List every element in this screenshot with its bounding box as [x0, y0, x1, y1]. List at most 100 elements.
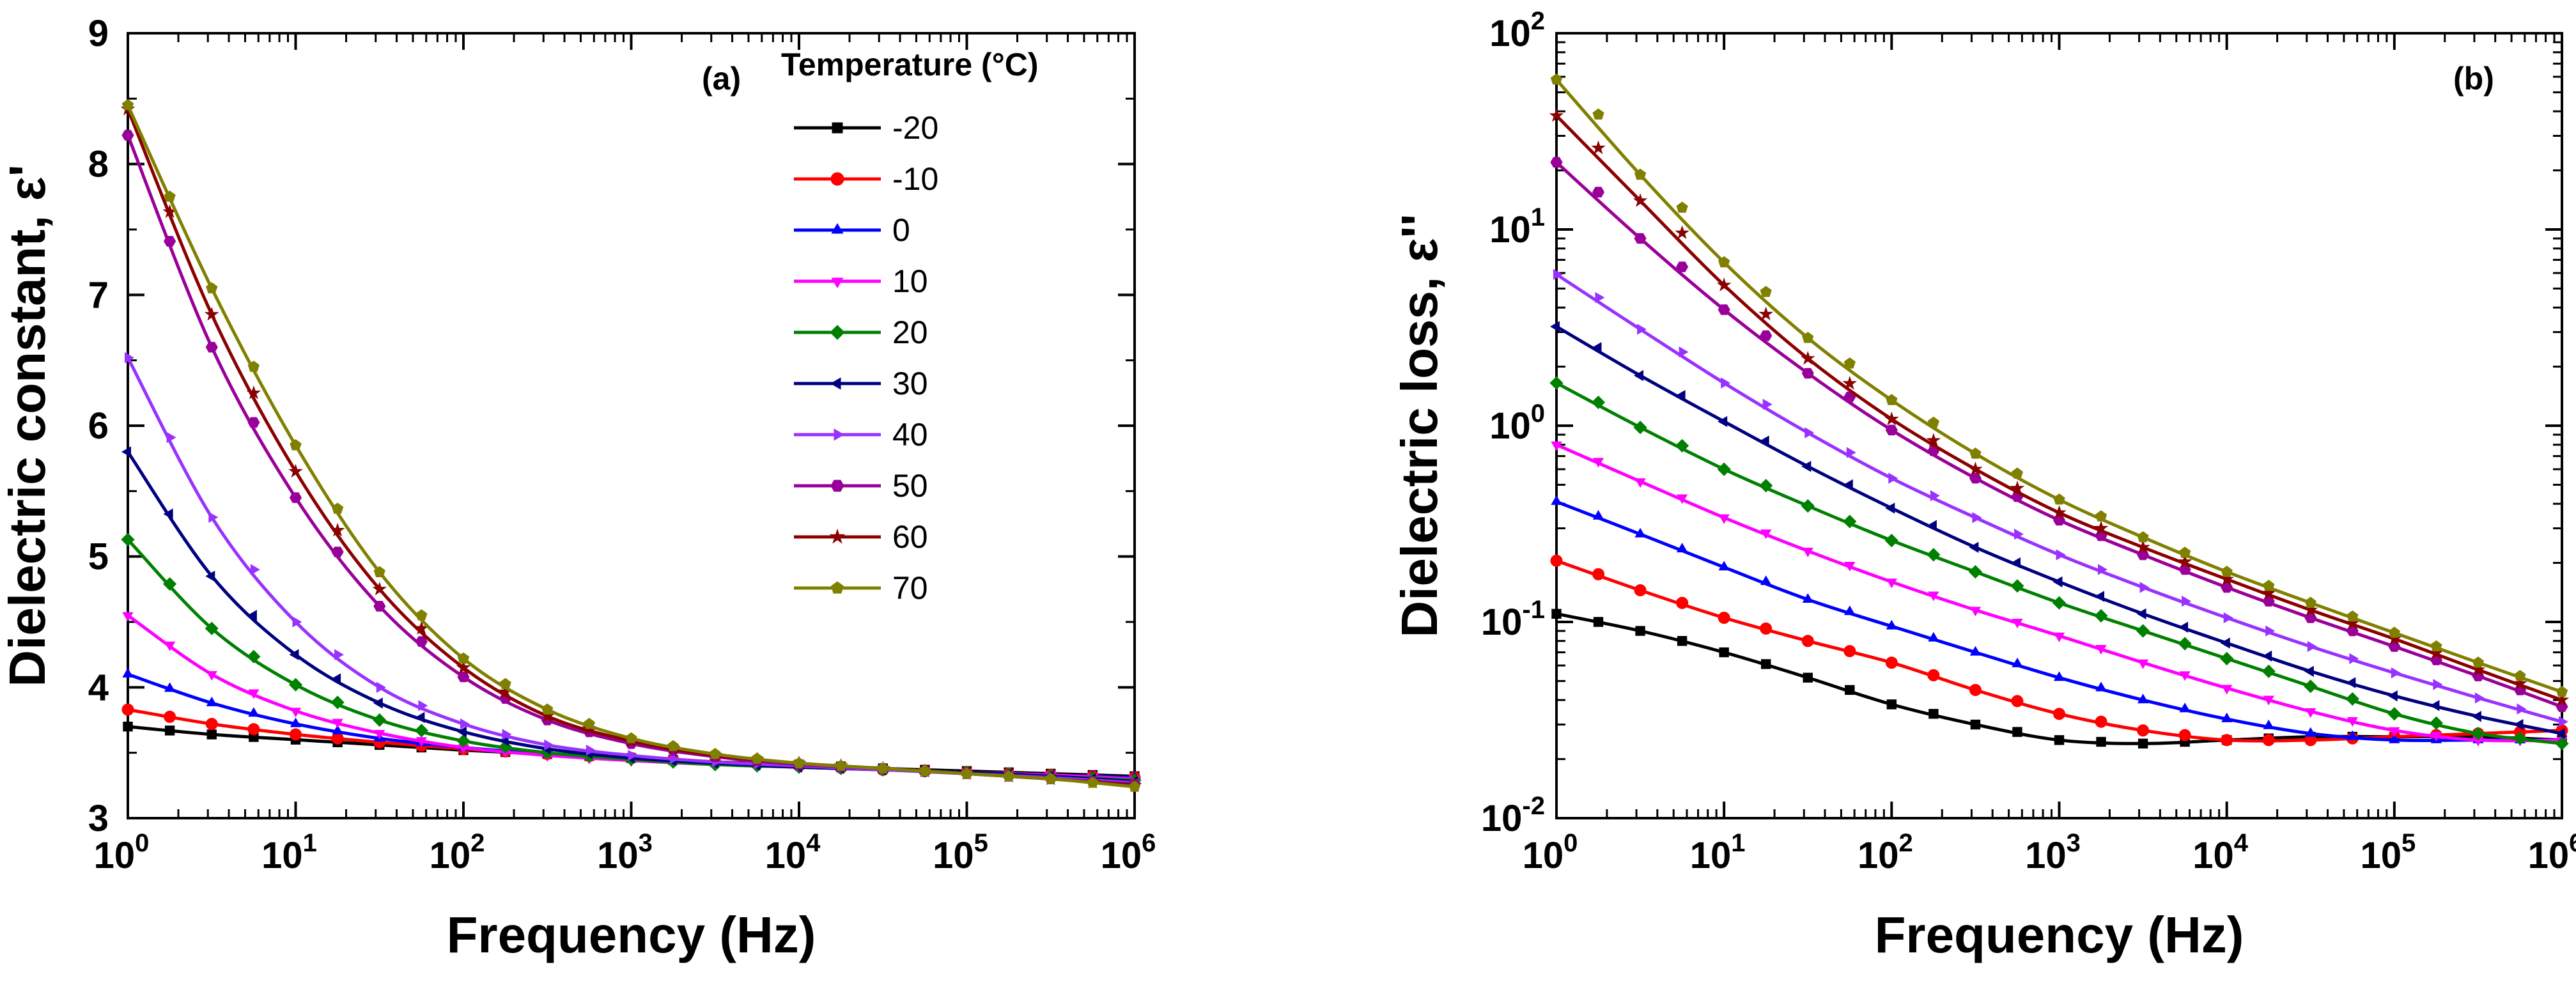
data-point-a-30	[121, 446, 131, 458]
panel-label-b: (b)	[2453, 61, 2494, 97]
data-point-b-30	[1634, 369, 1644, 382]
legend-marker-50	[830, 479, 844, 492]
data-point-a--10	[121, 703, 134, 716]
data-point-b-0	[1969, 646, 1982, 656]
data-point-b-20	[2262, 664, 2276, 678]
legend-label-70: 70	[892, 570, 928, 606]
x-tick-label-b: 101	[1690, 829, 1746, 876]
data-point-b-70	[1718, 256, 1730, 268]
data-point-b-30	[1718, 415, 1728, 428]
y-axis-label-b: Dielectric loss, ε''	[1391, 214, 1448, 638]
data-point-a-70	[206, 282, 218, 293]
data-point-a-40	[376, 681, 386, 693]
data-point-a-40	[166, 431, 176, 444]
data-point-b-60	[2052, 505, 2067, 519]
data-point-b--20	[1593, 617, 1604, 627]
data-point-b-10	[2263, 695, 2274, 706]
data-point-a-40	[502, 729, 512, 740]
data-point-a-70	[499, 678, 511, 689]
data-point-b-20	[1884, 533, 1898, 548]
series-a-50	[121, 130, 1141, 790]
data-point-b-20	[2052, 596, 2067, 610]
data-point-b--20	[1719, 647, 1729, 658]
data-point-a-30	[289, 649, 299, 660]
legend-marker-40	[834, 428, 844, 441]
data-point-b-50	[2556, 701, 2568, 712]
y-tick-label-b: 10-2	[1481, 792, 1545, 839]
data-point-b-50	[1718, 304, 1730, 315]
data-point-b-70	[1676, 201, 1688, 213]
data-point-b-0	[2305, 727, 2316, 737]
data-point-a-70	[415, 609, 428, 621]
x-tick-label-a: 100	[94, 829, 150, 876]
data-point-b-10	[2221, 685, 2233, 695]
data-point-b-40	[1930, 490, 1940, 502]
data-point-b-10	[2012, 619, 2023, 628]
series-a-60	[120, 101, 1142, 792]
data-point-b-70	[2556, 685, 2568, 697]
data-point-a-50	[373, 601, 386, 612]
data-point-b-40	[2391, 667, 2401, 679]
data-point-b-0	[2179, 702, 2191, 713]
legend-marker-10	[831, 277, 844, 288]
data-point-b-10	[2053, 632, 2065, 642]
data-point-b-50	[1676, 261, 1689, 272]
data-point-b-30	[1969, 541, 1979, 553]
data-point-b-70	[2011, 467, 2024, 479]
data-point-a-60	[330, 522, 345, 537]
x-tick-label-b: 100	[1523, 829, 1578, 876]
data-point-b-60	[2261, 585, 2276, 600]
data-point-a-60	[246, 385, 261, 399]
data-point-b-70	[1927, 416, 1939, 428]
data-point-b-30	[1675, 390, 1686, 401]
data-point-b-50	[2221, 582, 2233, 593]
data-point-a-70	[1087, 777, 1099, 788]
data-point-b-60	[2387, 631, 2402, 646]
data-point-b-60	[1926, 433, 1941, 447]
data-point-b-0	[2012, 657, 2023, 667]
data-point-b-10	[1592, 458, 1604, 468]
data-point-a-70	[247, 361, 260, 372]
data-point-b-70	[2388, 626, 2400, 638]
series-b-30	[1550, 321, 2565, 740]
data-point-a-0	[332, 724, 343, 734]
data-point-b-40	[1804, 427, 1815, 438]
series-a-70	[121, 98, 1141, 792]
legend-label-50: 50	[892, 468, 928, 504]
data-point-b-60	[2093, 520, 2109, 535]
data-point-b-20	[1633, 421, 1647, 435]
data-point-b-70	[2430, 640, 2442, 652]
data-point-b-20	[2513, 731, 2527, 745]
data-point-b-0	[2389, 733, 2400, 743]
data-point-a-60	[456, 660, 471, 674]
data-point-b--10	[1550, 554, 1563, 567]
data-point-b-30	[1759, 435, 1769, 447]
plot-frame-a	[127, 32, 1136, 819]
series-line-b-20	[1555, 381, 2563, 745]
data-point-b-30	[2346, 677, 2356, 688]
data-point-b-0	[2263, 719, 2274, 729]
data-point-b--10	[1634, 584, 1647, 596]
data-point-b-40	[2014, 529, 2024, 540]
data-point-b-60	[2303, 602, 2318, 616]
data-point-a-60	[539, 708, 555, 722]
data-point-b--20	[2096, 736, 2106, 747]
data-point-b--20	[1677, 636, 1688, 646]
data-point-b--10	[1760, 622, 1773, 635]
data-point-a-20	[247, 649, 261, 663]
data-point-a-40	[544, 739, 554, 751]
data-point-b-30	[1592, 342, 1602, 353]
data-point-b-40	[1679, 346, 1689, 358]
data-point-b-50	[2388, 641, 2401, 652]
data-point-b-60	[2219, 571, 2234, 585]
data-point-b-40	[2056, 549, 2066, 561]
data-point-a-0	[290, 717, 302, 727]
data-point-a-50	[164, 236, 176, 247]
data-point-b-0	[1886, 619, 1897, 630]
x-tick-label-a: 106	[1101, 829, 1156, 876]
data-point-b-0	[1760, 575, 1772, 585]
data-point-b-20	[1675, 438, 1689, 453]
data-point-a-50	[121, 130, 134, 141]
data-point-a--10	[205, 718, 218, 731]
data-point-b-10	[1969, 607, 1982, 617]
